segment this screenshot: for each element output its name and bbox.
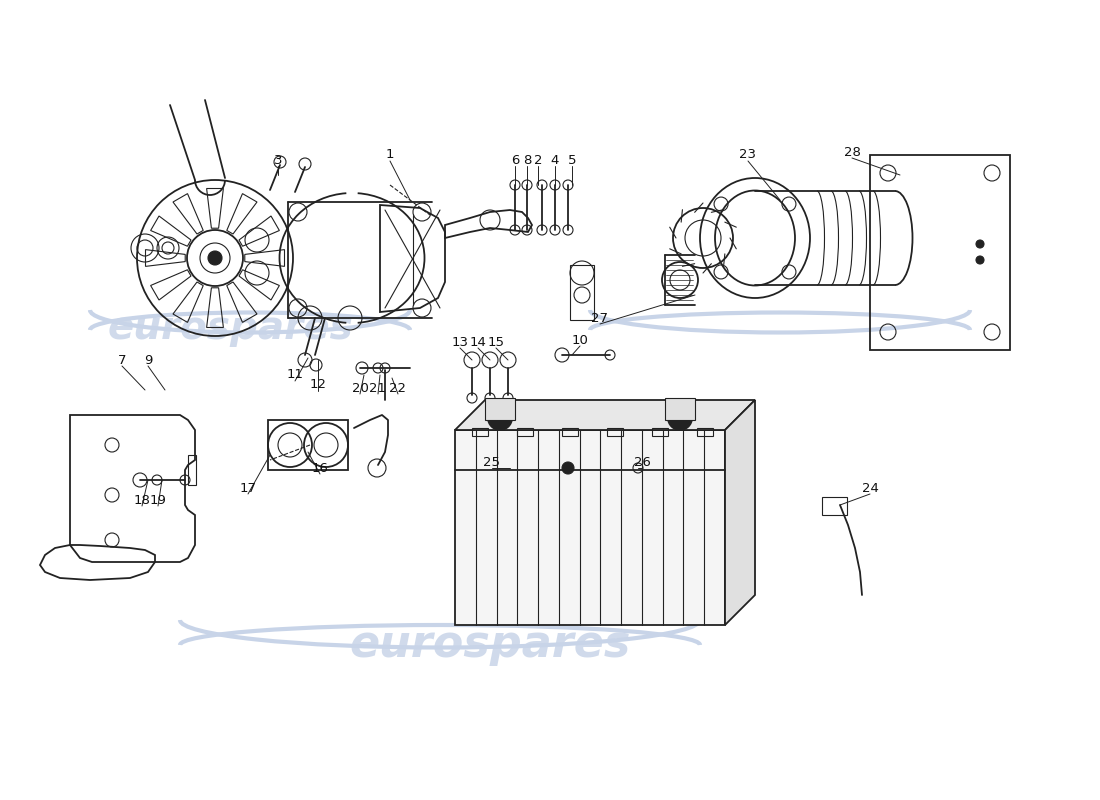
Text: 5: 5 — [568, 154, 576, 166]
Text: 22: 22 — [389, 382, 407, 394]
Text: 23: 23 — [739, 149, 757, 162]
Circle shape — [494, 412, 506, 424]
Bar — [472, 428, 488, 436]
Circle shape — [488, 406, 512, 430]
Circle shape — [668, 406, 692, 430]
Text: 25: 25 — [484, 455, 500, 469]
Bar — [455, 430, 725, 625]
Bar — [188, 455, 196, 485]
Text: 14: 14 — [470, 335, 486, 349]
Circle shape — [674, 412, 686, 424]
Polygon shape — [725, 400, 755, 625]
Text: 18: 18 — [133, 494, 151, 506]
Text: 13: 13 — [451, 335, 469, 349]
Bar — [607, 428, 623, 436]
Text: 17: 17 — [240, 482, 256, 494]
Text: 15: 15 — [487, 335, 505, 349]
Text: 28: 28 — [844, 146, 860, 158]
Bar — [570, 265, 594, 320]
Polygon shape — [455, 400, 755, 430]
Text: 8: 8 — [522, 154, 531, 166]
Circle shape — [562, 462, 574, 474]
Bar — [697, 428, 713, 436]
Text: 1: 1 — [386, 149, 394, 162]
Text: 11: 11 — [286, 369, 304, 382]
Text: 10: 10 — [572, 334, 588, 346]
Text: 9: 9 — [144, 354, 152, 366]
Text: 21: 21 — [370, 382, 386, 394]
Text: eurospares: eurospares — [107, 309, 353, 347]
Bar — [485, 398, 515, 420]
Bar — [562, 428, 578, 436]
Bar — [666, 398, 695, 420]
Text: 2: 2 — [534, 154, 542, 166]
Bar — [870, 155, 1010, 350]
Text: 20: 20 — [352, 382, 368, 394]
Text: 24: 24 — [861, 482, 879, 494]
Text: 4: 4 — [551, 154, 559, 166]
Circle shape — [976, 256, 984, 264]
Bar — [268, 420, 348, 470]
Circle shape — [976, 240, 984, 248]
Text: 19: 19 — [150, 494, 166, 506]
Text: 7: 7 — [118, 354, 127, 366]
Text: 27: 27 — [592, 311, 608, 325]
Text: 12: 12 — [309, 378, 327, 391]
Text: 6: 6 — [510, 154, 519, 166]
Text: 16: 16 — [311, 462, 329, 474]
Bar — [517, 428, 534, 436]
Text: eurospares: eurospares — [350, 623, 630, 666]
Bar — [822, 497, 847, 515]
Circle shape — [208, 251, 222, 265]
Text: 26: 26 — [634, 455, 650, 469]
Text: 3: 3 — [274, 154, 283, 166]
Bar — [652, 428, 668, 436]
